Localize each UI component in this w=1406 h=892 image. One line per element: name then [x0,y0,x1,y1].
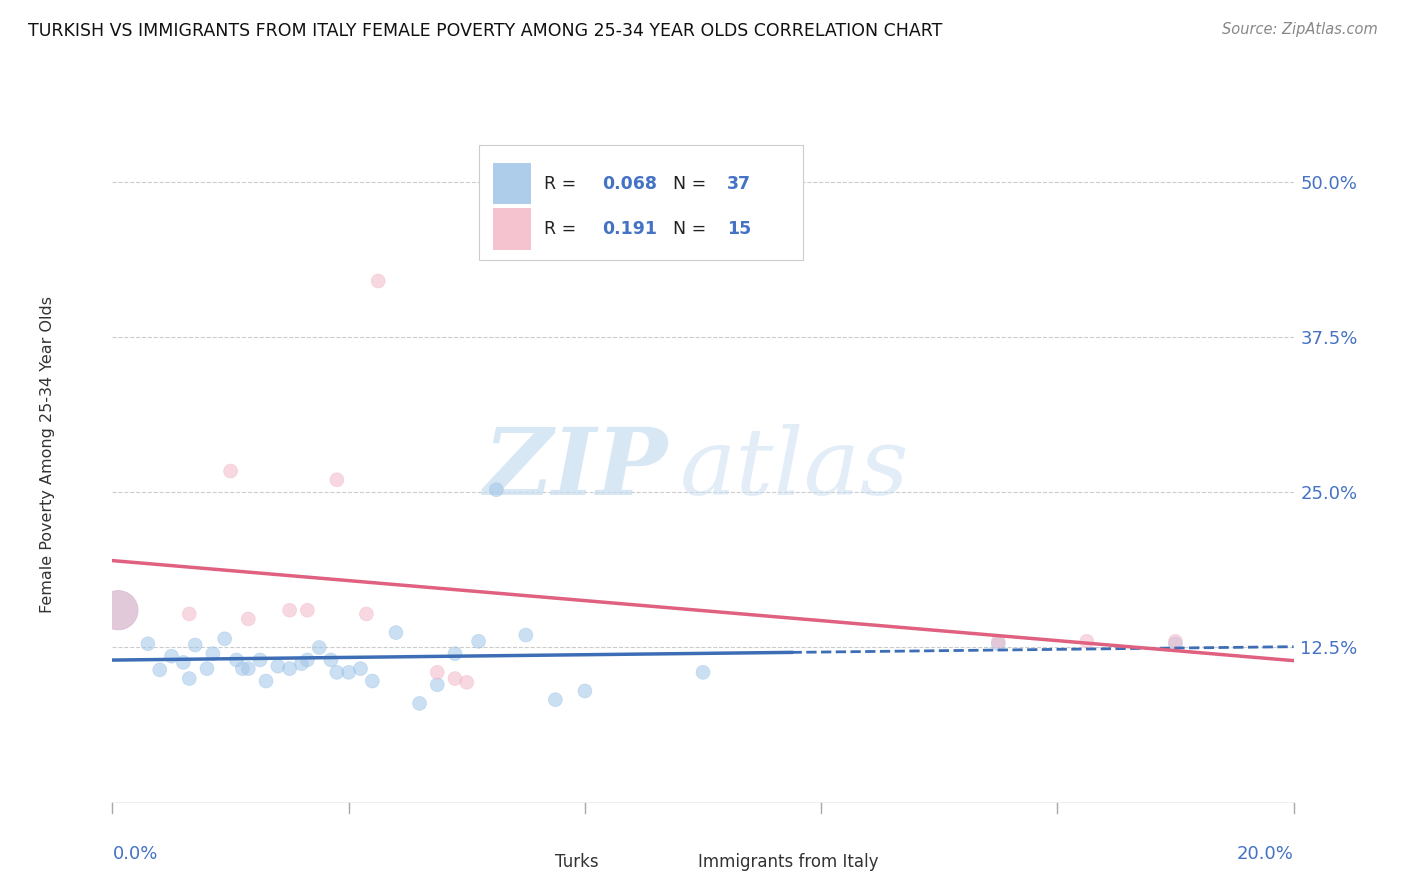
Point [219,464,242,478]
Text: ZIP: ZIP [484,424,668,514]
Point [290,657,312,671]
Text: Immigrants from Italy: Immigrants from Italy [699,853,879,871]
FancyBboxPatch shape [492,162,530,204]
Point [238,662,260,676]
Point [361,674,384,689]
Point [238,612,260,626]
Point [326,473,349,487]
Text: 0.0%: 0.0% [112,845,157,863]
Point [574,684,596,698]
Point [136,637,159,651]
Point [408,697,430,711]
Point [214,632,236,646]
Text: 20.0%: 20.0% [1237,845,1294,863]
Point [987,634,1010,648]
Point [987,637,1010,651]
Point [1164,637,1187,651]
Point [160,649,183,664]
Point [149,663,172,677]
Point [231,662,253,676]
Point [485,483,508,497]
Text: R =: R = [544,219,586,238]
Text: N =: N = [673,219,713,238]
Text: atlas: atlas [679,424,908,514]
Point [337,665,360,680]
Point [444,647,467,661]
Point [1076,634,1098,648]
Point [278,603,301,617]
Text: 37: 37 [727,175,751,193]
FancyBboxPatch shape [655,852,689,880]
Point [349,662,371,676]
Point [1164,634,1187,648]
Point [326,665,349,680]
Point [426,678,449,692]
Text: 0.068: 0.068 [603,175,658,193]
Text: Turks: Turks [555,853,599,871]
Point [444,672,467,686]
Point [278,662,301,676]
Point [249,653,271,667]
Text: Female Poverty Among 25-34 Year Olds: Female Poverty Among 25-34 Year Olds [39,296,55,614]
Point [426,665,449,680]
Text: 0.191: 0.191 [603,219,658,238]
Point [356,607,378,621]
Point [544,692,567,706]
Point [179,607,201,621]
Point [456,675,478,690]
Text: TURKISH VS IMMIGRANTS FROM ITALY FEMALE POVERTY AMONG 25-34 YEAR OLDS CORRELATIO: TURKISH VS IMMIGRANTS FROM ITALY FEMALE … [28,22,942,40]
Point [201,647,224,661]
FancyBboxPatch shape [515,852,547,880]
Text: 15: 15 [727,219,751,238]
Point [308,640,330,655]
Text: Source: ZipAtlas.com: Source: ZipAtlas.com [1222,22,1378,37]
Text: N =: N = [673,175,713,193]
Point [195,662,218,676]
Point [225,653,247,667]
Point [267,659,290,673]
Point [107,603,129,617]
Point [467,634,489,648]
Point [297,603,319,617]
Text: R =: R = [544,175,581,193]
Point [172,656,194,670]
Point [515,628,537,642]
Point [179,672,201,686]
Point [367,274,389,288]
Point [319,653,342,667]
FancyBboxPatch shape [492,208,530,250]
Point [385,625,408,640]
Point [184,638,207,652]
Point [107,603,129,617]
Point [692,665,714,680]
Point [254,674,277,689]
Point [297,653,319,667]
FancyBboxPatch shape [478,145,803,260]
